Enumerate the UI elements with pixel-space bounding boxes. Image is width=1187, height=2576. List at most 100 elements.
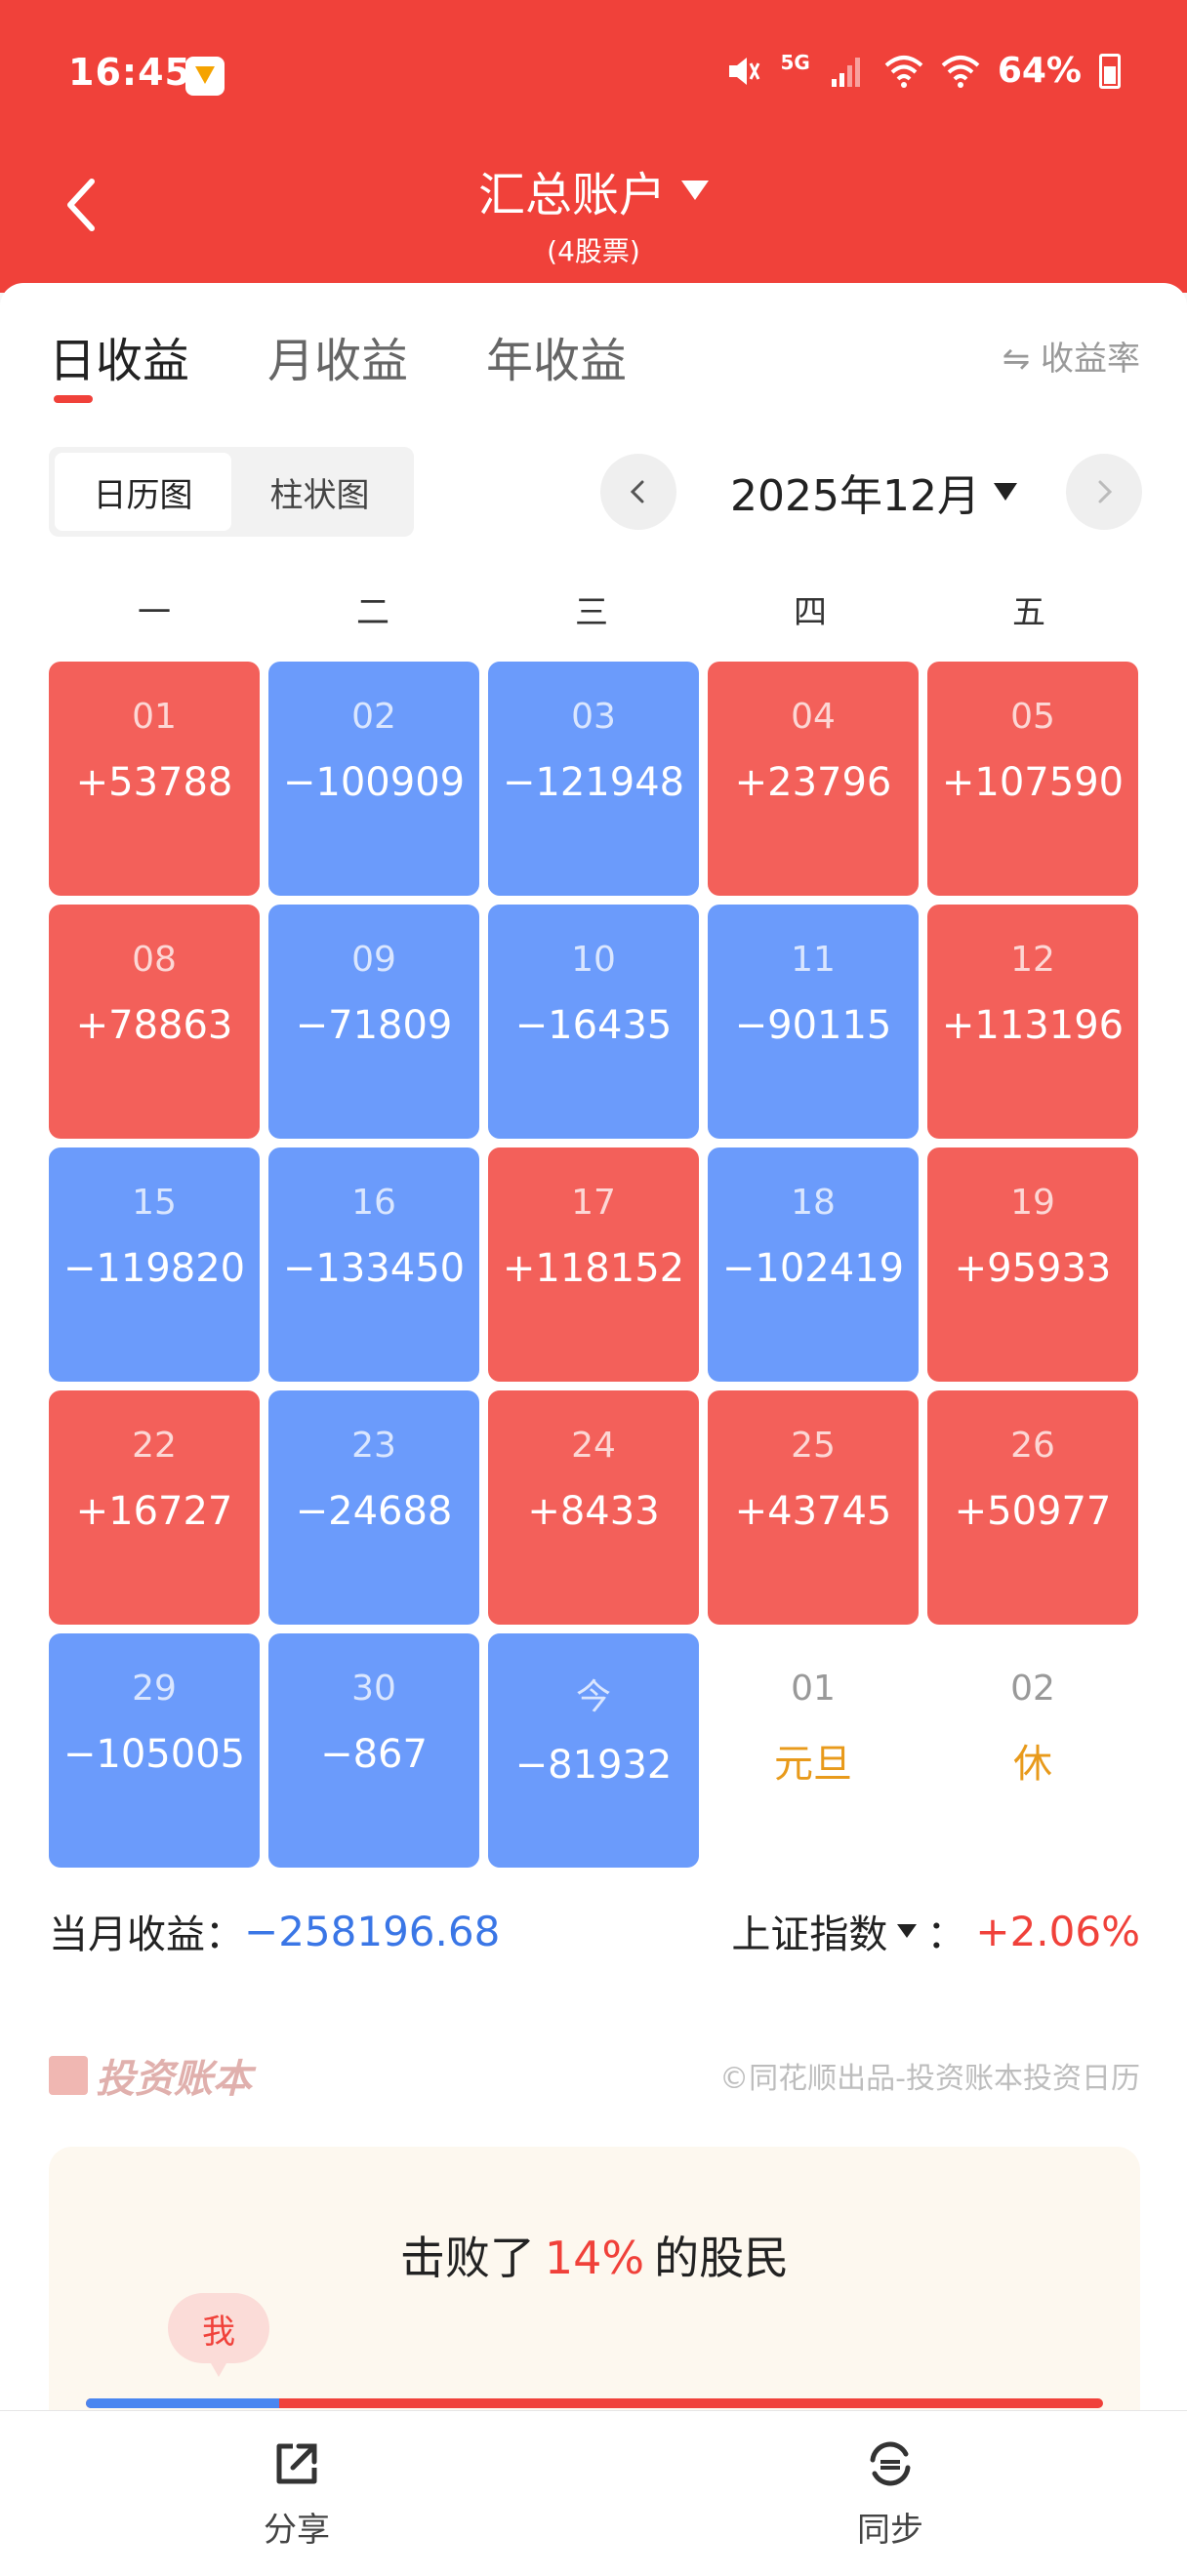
day-profit: +78863 (75, 1003, 233, 1048)
brand-row: 投资账本 ©同花顺出品-投资账本投资日历 (49, 2047, 1140, 2104)
day-profit: −119820 (62, 1246, 246, 1291)
wifi-icon (884, 55, 923, 88)
day-number: 24 (571, 1426, 616, 1466)
calendar-day-cell[interactable]: 19 +95933 (927, 1147, 1138, 1382)
ranking-suffix: 的股民 (654, 2232, 790, 2284)
calendar-day-cell[interactable]: 26 +50977 (927, 1390, 1138, 1625)
month-profit-label: 当月收益： (49, 1912, 244, 1957)
calendar-day-cell[interactable]: 11 −90115 (708, 905, 919, 1139)
day-number: 30 (351, 1669, 396, 1709)
day-profit: +43745 (734, 1489, 892, 1534)
calendar-day-cell[interactable]: 03 −121948 (488, 662, 699, 896)
calendar-day-cell: 02 休 (927, 1633, 1138, 1868)
caret-down-icon (681, 181, 709, 200)
month-profit: 当月收益： −258196.68 (49, 1903, 500, 1959)
view-calendar-button[interactable]: 日历图 (55, 453, 231, 531)
day-number: 03 (571, 697, 616, 737)
tab-daily[interactable]: 日收益 (49, 334, 190, 388)
sync-button[interactable]: 同步 (594, 2411, 1187, 2576)
calendar-day-cell[interactable]: 16 −133450 (268, 1147, 479, 1382)
day-number: 16 (351, 1183, 396, 1223)
back-icon[interactable] (59, 176, 107, 234)
index-compare[interactable]: 上证指数 ： +2.06% (731, 1903, 1140, 1959)
day-profit: −90115 (734, 1003, 892, 1048)
month-label: 2025年12月 (730, 471, 980, 521)
day-number: 10 (571, 940, 616, 980)
day-profit: +8433 (527, 1489, 660, 1534)
weekday-thu: 四 (794, 593, 827, 632)
day-number: 22 (132, 1426, 177, 1466)
day-number: 02 (351, 697, 396, 737)
day-number: 04 (791, 697, 836, 737)
calendar-day-cell[interactable]: 15 −119820 (49, 1147, 260, 1382)
calendar-day-cell[interactable]: 18 −102419 (708, 1147, 919, 1382)
day-number: 19 (1010, 1183, 1055, 1223)
day-profit: −867 (320, 1732, 428, 1777)
view-bar-button[interactable]: 柱状图 (269, 475, 370, 515)
day-number: 25 (791, 1426, 836, 1466)
day-profit: −100909 (282, 760, 466, 805)
day-number: 08 (132, 940, 177, 980)
tab-yearly[interactable]: 年收益 (486, 334, 628, 388)
calendar-day-cell[interactable]: 08 +78863 (49, 905, 260, 1139)
calendar-day-cell[interactable]: 09 −71809 (268, 905, 479, 1139)
calendar-grid: 01 +53788 02 −100909 03 −121948 04 +23796 05 +107… (49, 662, 1140, 1868)
index-label: 上证指数 (731, 1912, 888, 1957)
calendar-day-cell[interactable]: 29 −105005 (49, 1633, 260, 1868)
day-profit: +107590 (941, 760, 1125, 805)
weekday-fri: 五 (1012, 593, 1045, 632)
day-profit: −121948 (502, 760, 685, 805)
network-label: 5G (780, 51, 810, 74)
me-marker: 我 (168, 2293, 269, 2377)
wifi-icon-2 (941, 55, 980, 88)
day-profit: −105005 (62, 1732, 246, 1777)
calendar-day-cell[interactable]: 22 +16727 (49, 1390, 260, 1625)
day-number: 今 (575, 1677, 611, 1717)
calendar-day-cell: 01 元旦 (708, 1633, 919, 1868)
calendar-day-cell[interactable]: 17 +118152 (488, 1147, 699, 1382)
account-selector[interactable]: 汇总账户 (4股票) (0, 156, 1187, 269)
day-profit: +53788 (75, 760, 233, 805)
calendar-day-cell[interactable]: 30 −867 (268, 1633, 479, 1868)
day-number: 15 (132, 1183, 177, 1223)
account-title-row[interactable]: 汇总账户 (478, 156, 709, 224)
calendar-day-cell[interactable]: 12 +113196 (927, 905, 1138, 1139)
calendar-day-cell[interactable]: 10 −16435 (488, 905, 699, 1139)
weekday-header: 一 二 三 四 五 (49, 585, 1140, 633)
mute-icon (729, 57, 760, 85)
share-button[interactable]: 分享 (0, 2411, 594, 2576)
month-profit-value: −258196.68 (244, 1907, 501, 1955)
rate-toggle-label: ⇋ 收益率 (1002, 340, 1140, 379)
day-number: 02 (1010, 1669, 1055, 1709)
status-time: 16:45 (68, 51, 191, 94)
ranking-percent: 14% (544, 2232, 645, 2284)
holiday-label: 元旦 (774, 1742, 852, 1787)
calendar-day-cell[interactable]: 23 −24688 (268, 1390, 479, 1625)
prev-month-button[interactable] (600, 454, 677, 530)
next-month-button[interactable] (1066, 454, 1142, 530)
ranking-text: 击败了 14% 的股民 (49, 2223, 1140, 2287)
day-number: 12 (1010, 940, 1055, 980)
day-number: 29 (132, 1669, 177, 1709)
calendar-day-cell[interactable]: 今 −81932 (488, 1633, 699, 1868)
index-separator: ： (926, 1912, 966, 1957)
day-profit: −81932 (514, 1743, 673, 1788)
status-bar: 16:45 5G 64% (0, 0, 1187, 146)
day-number: 18 (791, 1183, 836, 1223)
period-tabs: 日收益 月收益 年收益 (49, 322, 627, 390)
tab-monthly[interactable]: 月收益 (267, 334, 409, 388)
brand-name: 投资账本 (96, 2057, 252, 2102)
calendar-day-cell[interactable]: 05 +107590 (927, 662, 1138, 896)
month-picker[interactable]: 2025年12月 (730, 461, 1017, 523)
rate-toggle-button[interactable]: ⇋ 收益率 (1003, 332, 1140, 380)
chevron-left-icon (630, 480, 644, 503)
calendar-day-cell[interactable]: 24 +8433 (488, 1390, 699, 1625)
chevron-right-icon (1098, 480, 1113, 503)
calendar-day-cell[interactable]: 01 +53788 (49, 662, 260, 896)
month-summary: 当月收益： −258196.68 上证指数 ： +2.06% (49, 1903, 1140, 1959)
calendar-day-cell[interactable]: 02 −100909 (268, 662, 479, 896)
calendar-day-cell[interactable]: 04 +23796 (708, 662, 919, 896)
day-number: 17 (571, 1183, 616, 1223)
calendar-day-cell[interactable]: 25 +43745 (708, 1390, 919, 1625)
day-profit: −133450 (282, 1246, 466, 1291)
